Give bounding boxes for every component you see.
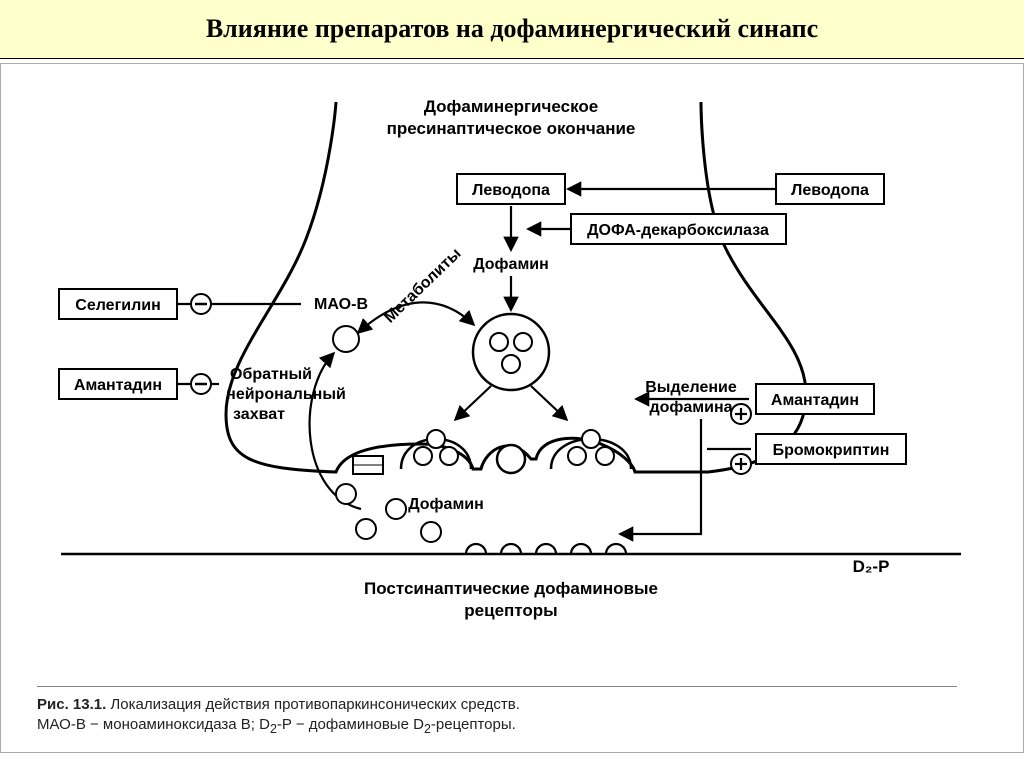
- arrow-vesicle-right: [531, 386, 566, 419]
- postsyn-1: Постсинаптические дофаминовые: [364, 579, 658, 598]
- decarboxylase-text: ДОФА-декарбоксилаза: [587, 222, 769, 239]
- caption-line2a: МАО-B − моноаминоксидаза B; D: [37, 716, 270, 733]
- metabolites-text: Метаболиты: [381, 245, 464, 326]
- diagram-container: Дофаминергическое пресинаптическое оконч…: [0, 63, 1024, 753]
- page-title: Влияние препаратов на дофаминергический …: [0, 0, 1024, 59]
- caption-line1: Локализация действия противопаркинсониче…: [106, 696, 520, 713]
- arrow-to-receptor: [621, 419, 701, 534]
- postsyn-2: рецепторы: [464, 601, 557, 620]
- arrow-vesicle-left: [456, 386, 491, 419]
- levodopa-inner-text: Леводопа: [472, 182, 550, 199]
- vesicle-mid: [497, 445, 525, 473]
- release-1: Выделение: [645, 379, 737, 396]
- dopamine-cleft-text: Дофамин: [408, 496, 484, 513]
- reuptake-1: Обратный: [230, 366, 312, 383]
- presynaptic-label-1: Дофаминергическое: [424, 97, 598, 116]
- maob-circle: [333, 326, 359, 352]
- amantadine-right-text: Амантадин: [771, 392, 859, 409]
- title-text: Влияние препаратов на дофаминергический …: [206, 14, 818, 43]
- arrow-reuptake: [310, 354, 361, 509]
- presynaptic-label-2: пресинаптическое окончание: [387, 119, 636, 138]
- reuptake-3: захват: [233, 406, 285, 423]
- caption-sub2: 2: [424, 722, 431, 736]
- dopamine-top-text: Дофамин: [473, 256, 549, 273]
- reuptake-2: нейрональный: [226, 386, 346, 403]
- selegiline-text: Селегилин: [75, 297, 160, 314]
- arrow-metabolites: [359, 302, 473, 332]
- caption-sub1: 2: [270, 722, 277, 736]
- levodopa-outer-text: Леводопа: [791, 182, 869, 199]
- caption-line2b: -P − дофаминовые D: [277, 716, 424, 733]
- maob-text: МАО-B: [314, 296, 368, 313]
- d2p-text: D₂-P: [853, 557, 890, 576]
- synapse-diagram: Дофаминергическое пресинаптическое оконч…: [1, 64, 1023, 664]
- fig-number: Рис. 13.1.: [37, 696, 106, 713]
- figure-caption: Рис. 13.1. Локализация действия противоп…: [37, 686, 957, 738]
- amantadine-left-text: Амантадин: [74, 377, 162, 394]
- vesicle-top: [473, 314, 549, 390]
- caption-line2c: -рецепторы.: [431, 716, 516, 733]
- release-2: дофамина: [649, 399, 732, 416]
- bromocriptine-text: Бромокриптин: [773, 442, 890, 459]
